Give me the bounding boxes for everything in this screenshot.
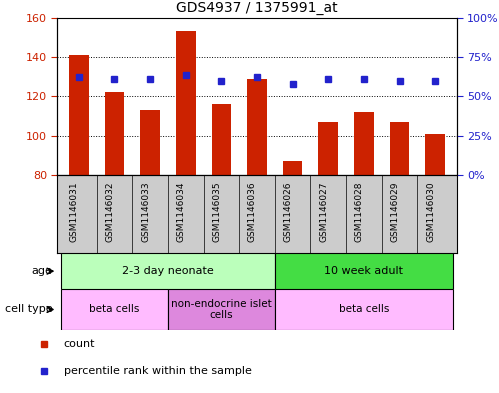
Text: GSM1146026: GSM1146026 [283,181,292,242]
Text: GSM1146035: GSM1146035 [213,181,222,242]
Bar [318,122,338,175]
Bar [354,112,374,175]
Bar [105,92,124,175]
Text: beta cells: beta cells [339,305,389,314]
Text: GSM1146029: GSM1146029 [391,181,400,242]
Bar [168,289,275,330]
Bar [275,253,453,289]
Text: GSM1146027: GSM1146027 [319,181,328,242]
Bar [61,289,168,330]
Title: GDS4937 / 1375991_at: GDS4937 / 1375991_at [176,1,338,15]
Bar [69,55,89,175]
Text: GSM1146036: GSM1146036 [248,181,257,242]
Bar [425,134,445,175]
Text: cell type: cell type [5,305,52,314]
Text: GSM1146032: GSM1146032 [105,181,114,242]
Text: beta cells: beta cells [89,305,140,314]
Bar [140,110,160,175]
Text: percentile rank within the sample: percentile rank within the sample [64,366,251,376]
Bar [176,31,196,175]
Bar [212,104,231,175]
Bar [61,253,275,289]
Text: count: count [64,339,95,349]
Text: GSM1146034: GSM1146034 [177,181,186,242]
Bar [390,122,409,175]
Text: GSM1146033: GSM1146033 [141,181,150,242]
Text: GSM1146031: GSM1146031 [70,181,79,242]
Text: 10 week adult: 10 week adult [324,266,403,276]
Bar [247,79,267,175]
Bar [283,161,302,175]
Text: GSM1146030: GSM1146030 [426,181,435,242]
Text: 2-3 day neonate: 2-3 day neonate [122,266,214,276]
Text: non-endocrine islet
cells: non-endocrine islet cells [171,299,272,320]
Bar [275,289,453,330]
Text: GSM1146028: GSM1146028 [355,181,364,242]
Text: age: age [31,266,52,276]
